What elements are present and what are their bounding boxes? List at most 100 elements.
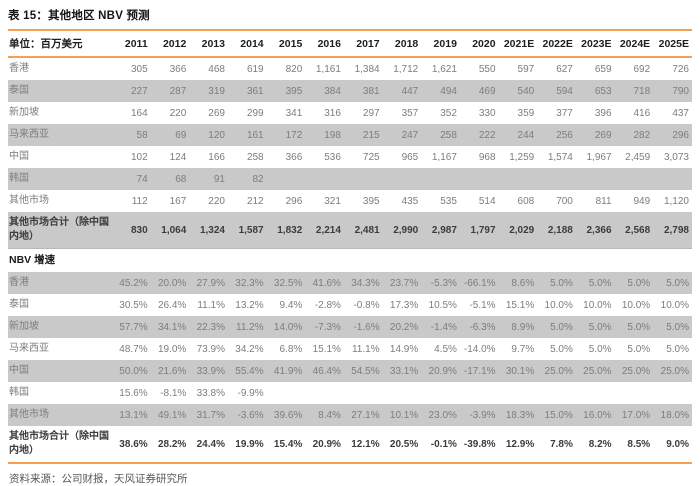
value-cell: -2.8% [314,299,341,311]
nbv-forecast-table: 单位：百万美元 2011 2012 2013 2014 2015 2016 2017 2018 2… [8,29,692,464]
value-cell: 220 [169,107,187,119]
value-cell: 361 [246,85,264,97]
value-cell [267,168,306,190]
value-cell: -5.3% [430,277,457,289]
value-cell: 120 [208,129,225,141]
value-cell: 57.7% [119,321,148,333]
value-cell: 166 [208,151,225,163]
value-cell: 1,064 [161,224,187,236]
value-cell: 5.0% [550,277,573,289]
value-cell [383,168,422,190]
year-header: 2017 [343,29,383,58]
value-cell: 222 [478,129,496,141]
value-cell: 20.9% [305,426,344,464]
row-label: 泰国 [9,299,29,310]
row-label: 其他市场 [9,195,49,206]
value-cell: -14.0% [463,343,496,355]
value-cell: 19.9% [227,426,267,464]
value-cell: 494 [440,85,457,97]
value-cell: 514 [478,195,496,207]
row-label: 中国 [9,365,29,376]
source-note: 资料来源：公司财报，天风证券研究所 [9,473,188,485]
value-cell: 167 [169,195,187,207]
value-cell: 540 [517,85,535,97]
table-row: 新加坡 57.7% 34.1% 22.3% 11.2% 14.0% -7.3% -1.6% 20… [8,316,692,338]
row-label: 香港 [9,277,29,288]
value-cell: 1,621 [431,63,457,75]
value-cell: 10.0% [583,299,612,311]
value-cell: 69 [175,129,187,141]
table-row: 马来西亚 48.7% 19.0% 73.9% 34.2% 6.8% 15.1% 11.1% 14… [8,338,692,360]
value-cell: 4.5% [434,343,457,355]
value-cell: 9.4% [279,299,303,311]
value-cell: 700 [556,195,573,207]
value-cell: 20.2% [389,321,419,333]
value-cell: 74 [136,173,148,185]
value-cell: 5.0% [666,321,689,333]
value-cell: 2,568 [625,224,651,236]
table-row: 中国 50.0% 21.6% 33.9% 55.4% 41.9% 46.4% 54.5% 33.… [8,360,692,382]
value-cell: 212 [246,195,264,207]
row-label: 韩国 [9,387,29,398]
value-cell: 2,459 [625,151,651,163]
value-cell: 33.8% [196,387,225,399]
value-cell: 247 [401,129,419,141]
table-row: 其他市场合计（除中国内地） 38.6% 28.2% 24.4% 19.9% 15.4% 20… [8,426,692,464]
table-row: 韩国 74 68 91 82 [8,168,692,190]
value-cell: 15.1% [312,343,341,355]
value-cell: 68 [175,173,187,185]
value-cell: 1,587 [238,224,264,236]
row-label: 马来西亚 [9,343,49,354]
table-title: 表 15：其他地区 NBV 预测 [8,10,150,22]
value-cell: 395 [285,85,303,97]
value-cell: 17.3% [389,299,419,311]
table-row: 中国 102 124 166 258 366 536 725 965 1,167 968 1,259 1… [8,146,692,168]
table-row: 新加坡 164 220 269 299 341 316 297 357 352 330 359 377 3… [8,102,692,124]
value-cell: 25.0% [583,365,612,377]
value-cell: 435 [401,195,419,207]
value-cell: 5.0% [550,321,573,333]
value-cell: 28.2% [150,426,190,464]
value-cell [537,382,576,404]
value-cell: 20.5% [382,426,422,464]
table-row: 泰国 227 287 319 361 395 384 381 447 494 469 540 594 65… [8,80,692,102]
value-cell: 1,324 [199,224,225,236]
value-cell: 659 [594,63,612,75]
year-header: 2024E [614,29,654,58]
value-cell: 269 [594,129,612,141]
value-cell: 820 [285,63,303,75]
value-cell: 55.4% [235,365,264,377]
value-cell: 296 [285,195,303,207]
row-label: 其他市场合计（除中国内地） [8,426,112,464]
value-cell [305,168,344,190]
value-cell: 550 [478,63,496,75]
value-cell: 82 [252,173,264,185]
value-cell: 316 [324,107,341,119]
value-cell: 46.4% [312,365,341,377]
value-cell: 18.3% [505,409,535,421]
year-header: 2012 [150,29,190,58]
value-cell: 220 [208,195,225,207]
value-cell: 1,832 [277,224,303,236]
table-row: 韩国 15.6% -8.1% 33.8% -9.9% [8,382,692,404]
value-cell [460,382,499,404]
value-cell: 18.0% [660,409,689,421]
value-cell: 20.9% [428,365,457,377]
value-cell: 10.1% [389,409,419,421]
value-cell: 8.5% [614,426,654,464]
value-cell: -9.9% [237,387,264,399]
value-cell: 172 [285,129,303,141]
value-cell: 381 [362,85,380,97]
value-cell: 469 [478,85,496,97]
value-cell: 33.9% [196,365,225,377]
year-header: 2015 [266,29,306,58]
value-cell: 2,798 [663,224,689,236]
value-cell: 10.0% [621,299,651,311]
growth-section-header: NBV 增速 [8,248,692,272]
value-cell: 949 [633,195,651,207]
value-cell [653,168,692,190]
value-cell: 447 [401,85,419,97]
value-cell: 24.4% [189,426,228,464]
value-cell: 619 [246,63,264,75]
value-cell [460,168,499,190]
